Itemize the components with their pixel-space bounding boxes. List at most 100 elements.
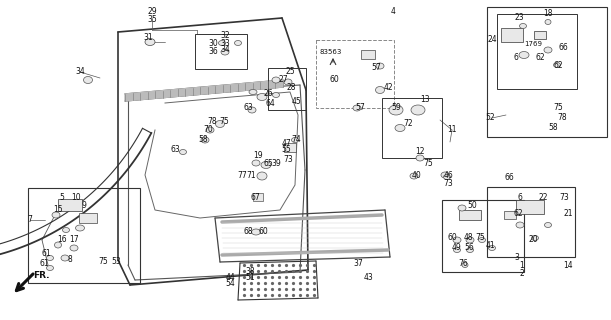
Text: 29: 29 (147, 7, 157, 17)
Text: 61: 61 (39, 259, 49, 268)
Ellipse shape (376, 86, 384, 93)
Text: 70: 70 (203, 125, 213, 134)
Text: 16: 16 (57, 236, 67, 244)
Text: 61: 61 (41, 249, 51, 258)
Polygon shape (125, 80, 283, 101)
Ellipse shape (544, 222, 552, 228)
Ellipse shape (201, 137, 209, 143)
Text: 38: 38 (245, 267, 255, 276)
Text: 74: 74 (291, 135, 301, 145)
Ellipse shape (353, 105, 361, 111)
Text: 48: 48 (463, 234, 473, 243)
Text: 28: 28 (286, 83, 296, 92)
Text: 54: 54 (225, 279, 235, 289)
Ellipse shape (519, 23, 527, 28)
Text: 73: 73 (443, 180, 453, 188)
Text: 83563: 83563 (320, 49, 342, 55)
Ellipse shape (453, 237, 461, 243)
Ellipse shape (376, 63, 384, 69)
Bar (316, 40, 394, 108)
Bar (497, 14, 577, 89)
Ellipse shape (261, 162, 271, 169)
Ellipse shape (221, 49, 229, 55)
Text: 40: 40 (412, 172, 422, 180)
Text: 20: 20 (528, 236, 538, 244)
Text: 2: 2 (519, 269, 524, 278)
Ellipse shape (52, 212, 60, 218)
Text: 6: 6 (514, 53, 519, 62)
Text: 62: 62 (535, 53, 545, 62)
Ellipse shape (411, 105, 425, 115)
Text: 34: 34 (75, 68, 85, 76)
Bar (253, 193, 263, 201)
Text: 32: 32 (220, 31, 230, 41)
Ellipse shape (545, 20, 551, 25)
Bar (487, 7, 607, 137)
Ellipse shape (54, 242, 62, 248)
Ellipse shape (272, 77, 280, 83)
Text: 1: 1 (519, 261, 524, 270)
Text: 51: 51 (245, 274, 255, 283)
Ellipse shape (462, 262, 468, 268)
Text: 60: 60 (447, 234, 457, 243)
Ellipse shape (257, 172, 267, 180)
Ellipse shape (76, 225, 84, 231)
Text: 26: 26 (263, 89, 273, 98)
Text: 47: 47 (281, 139, 291, 148)
Ellipse shape (273, 92, 279, 98)
Text: 55: 55 (281, 146, 291, 155)
Text: 57: 57 (371, 63, 381, 73)
Ellipse shape (453, 247, 461, 252)
Text: 78: 78 (207, 116, 217, 125)
Ellipse shape (395, 124, 405, 132)
Text: 52: 52 (485, 114, 495, 123)
Text: 41: 41 (485, 242, 495, 251)
Text: 75: 75 (475, 234, 485, 243)
Text: 78: 78 (557, 114, 567, 123)
Text: 49: 49 (451, 243, 461, 252)
Text: 72: 72 (403, 119, 413, 129)
Bar (442, 200, 524, 272)
Ellipse shape (145, 38, 155, 45)
Text: 11: 11 (447, 125, 457, 134)
Text: 39: 39 (271, 158, 281, 167)
Text: 34: 34 (220, 45, 230, 54)
Text: 50: 50 (467, 201, 477, 210)
Text: 75: 75 (423, 159, 433, 169)
Ellipse shape (61, 255, 69, 261)
Text: 63: 63 (170, 146, 180, 155)
Text: 6: 6 (518, 193, 522, 202)
Ellipse shape (466, 237, 474, 243)
Text: 24: 24 (487, 36, 497, 44)
Bar (487, 187, 575, 257)
Ellipse shape (62, 228, 70, 233)
Text: 65: 65 (263, 158, 273, 167)
Ellipse shape (532, 236, 538, 241)
Text: 37: 37 (353, 260, 363, 268)
Ellipse shape (284, 79, 292, 85)
Ellipse shape (291, 138, 299, 142)
Ellipse shape (84, 76, 92, 84)
Text: 73: 73 (559, 193, 569, 202)
Text: 33: 33 (220, 38, 230, 47)
Text: 14: 14 (563, 261, 573, 270)
Ellipse shape (458, 205, 466, 211)
Text: 45: 45 (292, 98, 302, 107)
Text: 1769: 1769 (524, 41, 542, 47)
Text: 67: 67 (250, 194, 260, 203)
Text: 62: 62 (513, 209, 523, 218)
Text: 4: 4 (390, 7, 395, 17)
Text: 31: 31 (143, 33, 153, 42)
Text: 68: 68 (243, 228, 253, 236)
Ellipse shape (478, 237, 486, 243)
Bar (58, 199, 82, 211)
Bar (516, 200, 544, 214)
Text: 63: 63 (243, 103, 253, 113)
Text: 66: 66 (504, 173, 514, 182)
Bar (79, 213, 97, 223)
Ellipse shape (206, 127, 214, 133)
Ellipse shape (248, 107, 256, 113)
Ellipse shape (516, 222, 524, 228)
Ellipse shape (252, 229, 260, 235)
Text: 46: 46 (443, 171, 453, 180)
